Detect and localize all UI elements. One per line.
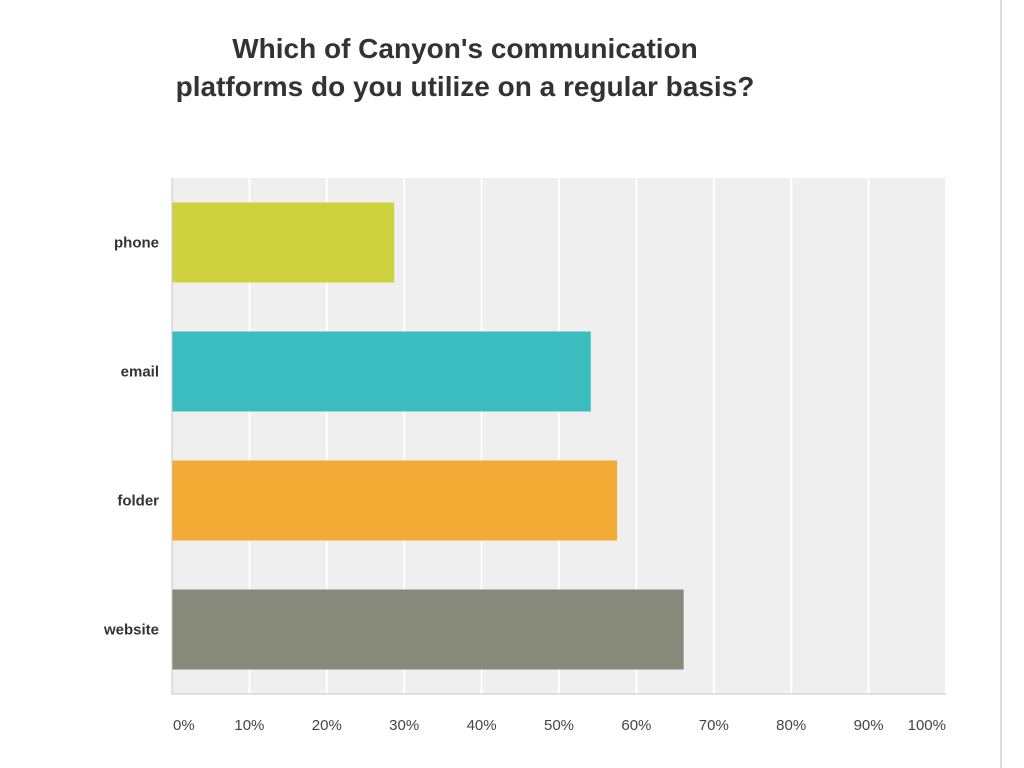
bar-email [172, 331, 591, 412]
x-tick-label: 20% [312, 717, 342, 734]
x-tick-label: 30% [389, 717, 419, 734]
category-label-email: email [121, 364, 159, 381]
category-label-website: website [103, 622, 159, 639]
x-tick-label: 0% [173, 717, 195, 734]
category-label-phone: phone [114, 235, 159, 252]
x-tick-label: 70% [699, 717, 729, 734]
category-labels: phone email folder website [103, 235, 159, 639]
bars [172, 202, 684, 670]
bar-website [172, 589, 684, 670]
x-tick-label: 100% [908, 717, 946, 734]
chart-title-line-1: Which of Canyon's communication [232, 33, 698, 64]
x-tick-label: 90% [854, 717, 884, 734]
x-tick-label: 10% [234, 717, 264, 734]
category-label-folder: folder [117, 493, 159, 510]
x-tick-label: 50% [544, 717, 574, 734]
x-tick-label: 60% [621, 717, 651, 734]
bar-folder [172, 460, 618, 541]
x-tick-labels: 0% 10% 20% 30% 40% 50% 60% 70% 80% 90% 100% [173, 717, 946, 734]
chart-title: Which of Canyon's communication platform… [40, 30, 890, 106]
page-edge-rule [1000, 0, 1002, 768]
chart-title-line-2: platforms do you utilize on a regular ba… [175, 71, 755, 102]
bar-phone [172, 202, 395, 283]
bar-chart: phone email folder website 0% 10% 20% 30% 40% 50… [103, 178, 947, 734]
x-tick-label: 80% [776, 717, 806, 734]
x-tick-label: 40% [467, 717, 497, 734]
